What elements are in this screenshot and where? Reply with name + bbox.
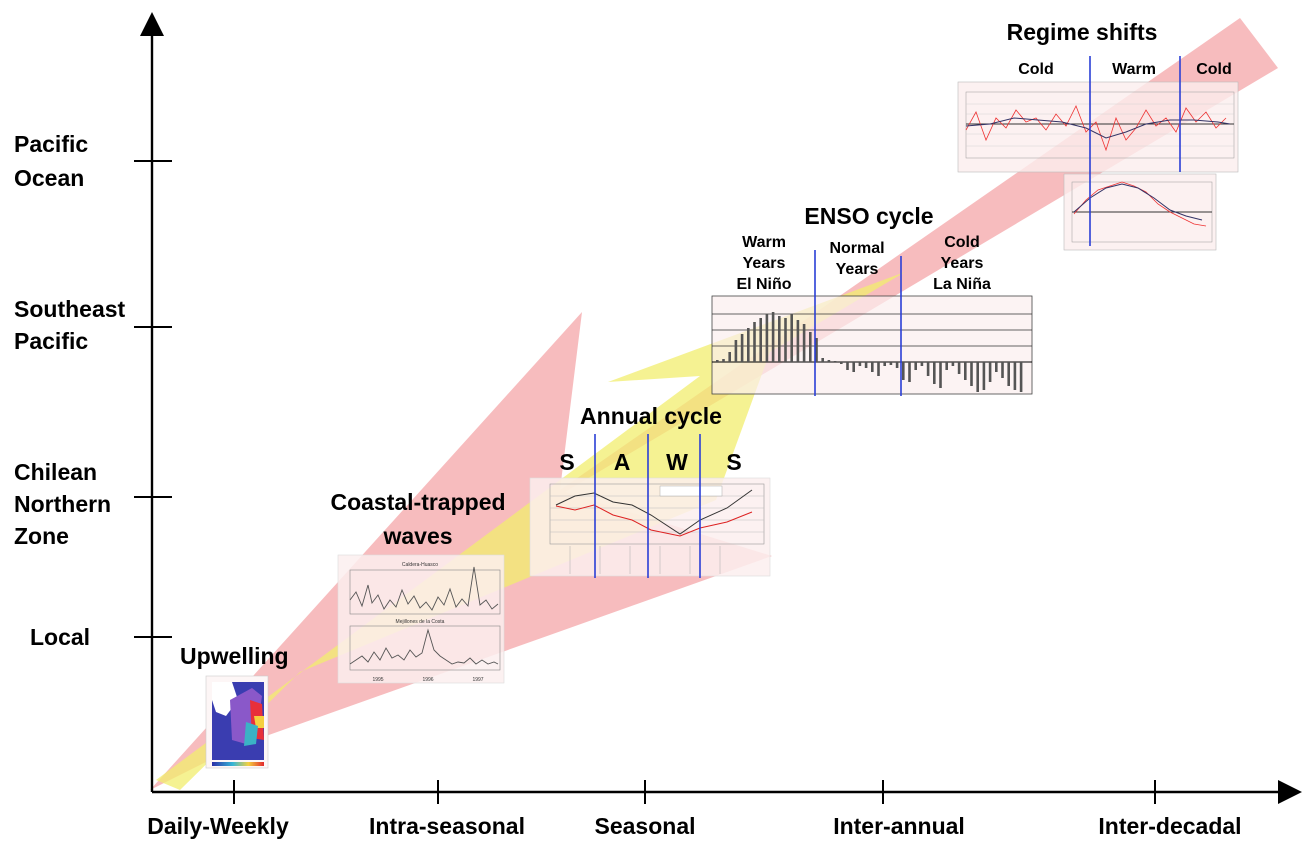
enso-cold-2: Years <box>941 255 984 272</box>
enso-cycle-thumbnail <box>711 295 1033 395</box>
y-tick-label-pacific-2: Pacific <box>14 328 88 354</box>
season-winter: W <box>666 449 688 475</box>
enso-bar <box>877 362 880 376</box>
enso-bar <box>1007 362 1010 386</box>
ctw-year-2: 1996 <box>422 677 433 683</box>
enso-warm-3: El Niño <box>736 276 791 293</box>
x-tick-label-inter-decadal: Inter-decadal <box>1098 813 1241 839</box>
enso-bar <box>790 314 793 362</box>
enso-bar <box>734 340 738 362</box>
enso-bar <box>933 362 936 384</box>
enso-bar <box>883 362 886 366</box>
enso-bar <box>753 322 756 362</box>
enso-bar <box>815 338 818 362</box>
enso-bar <box>914 362 917 370</box>
enso-bar <box>945 362 948 370</box>
label-enso-cycle: ENSO cycle <box>804 203 933 229</box>
enso-bar <box>778 316 781 362</box>
enso-bar <box>864 362 868 368</box>
enso-bar <box>802 324 806 362</box>
enso-bar <box>722 359 725 362</box>
enso-bar <box>840 362 843 364</box>
enso-bar <box>765 314 769 362</box>
enso-bar <box>976 362 979 392</box>
enso-warm-1: Warm <box>742 234 786 251</box>
y-tick-label-pacific: Pacific <box>14 131 88 157</box>
enso-bar <box>759 318 762 362</box>
enso-cold-1: Cold <box>944 234 980 251</box>
enso-bar <box>908 362 911 382</box>
enso-bar <box>716 360 719 362</box>
enso-bar <box>858 362 862 366</box>
annual-cycle-thumbnail <box>529 477 771 577</box>
label-annual-cycle: Annual cycle <box>580 403 722 429</box>
label-coastal-trapped: Coastal-trapped <box>330 489 505 515</box>
enso-bar <box>771 312 775 362</box>
enso-bar <box>970 362 973 386</box>
enso-bar <box>784 318 787 362</box>
label-regime-shifts: Regime shifts <box>1007 19 1158 45</box>
enso-bar <box>964 362 967 380</box>
y-tick-label-southeast: Southeast <box>14 296 126 322</box>
enso-bar <box>871 362 874 372</box>
regime-cold-2: Cold <box>1196 61 1232 78</box>
upwelling-map-thumbnail <box>205 675 269 769</box>
enso-bar <box>995 362 998 372</box>
enso-cold-3: La Niña <box>933 276 991 293</box>
enso-bar <box>1019 362 1023 392</box>
y-tick-label-ocean: Ocean <box>14 165 84 191</box>
regime-cold-1: Cold <box>1018 61 1054 78</box>
enso-bar <box>988 362 992 382</box>
enso-bar <box>1013 362 1017 390</box>
enso-bar <box>852 362 855 372</box>
coastal-trapped-waves-thumbnail: Caldera-Huasco Mejillones de la Costa 19… <box>337 554 505 684</box>
season-summer-2: S <box>726 449 741 475</box>
x-tick-label-seasonal: Seasonal <box>595 813 696 839</box>
enso-bar <box>951 362 955 366</box>
enso-warm-2: Years <box>743 255 786 272</box>
enso-bar <box>889 362 893 365</box>
enso-bar <box>827 360 831 362</box>
enso-bar <box>747 328 750 362</box>
enso-normal-2: Years <box>836 261 879 278</box>
y-tick-label-northern: Northern <box>14 491 111 517</box>
regime-warm: Warm <box>1112 61 1156 78</box>
enso-bar <box>796 320 800 362</box>
enso-bar <box>895 362 899 368</box>
ctw-year-1: 1995 <box>372 677 383 683</box>
y-tick-label-local: Local <box>30 624 90 650</box>
y-tick-label-chilean: Chilean <box>14 459 97 485</box>
enso-bar <box>1001 362 1004 378</box>
ctw-top-title: Caldera-Huasco <box>402 562 438 568</box>
x-tick-label-daily-weekly: Daily-Weekly <box>147 813 289 839</box>
x-tick-label-inter-annual: Inter-annual <box>833 813 965 839</box>
enso-bar <box>740 334 744 362</box>
enso-bar <box>846 362 849 370</box>
enso-bar <box>939 362 942 388</box>
enso-normal-1: Normal <box>829 240 884 257</box>
axes <box>134 12 1302 804</box>
phase-separators <box>594 56 1181 578</box>
label-waves: waves <box>382 523 452 549</box>
y-tick-label-zone: Zone <box>14 523 69 549</box>
enso-bar <box>833 361 837 362</box>
enso-bar <box>902 362 905 380</box>
enso-bar <box>926 362 930 376</box>
enso-bar <box>809 332 812 362</box>
enso-bar <box>728 352 731 362</box>
x-tick-label-intra-seasonal: Intra-seasonal <box>369 813 525 839</box>
enso-bar <box>957 362 961 374</box>
enso-bar <box>982 362 986 390</box>
enso-bar <box>920 362 924 366</box>
ctw-bottom-title: Mejillones de la Costa <box>396 619 445 625</box>
season-autumn: A <box>614 449 631 475</box>
label-upwelling: Upwelling <box>180 643 289 669</box>
enso-bar <box>821 358 824 362</box>
season-summer-1: S <box>559 449 574 475</box>
ctw-year-3: 1997 <box>472 677 483 683</box>
